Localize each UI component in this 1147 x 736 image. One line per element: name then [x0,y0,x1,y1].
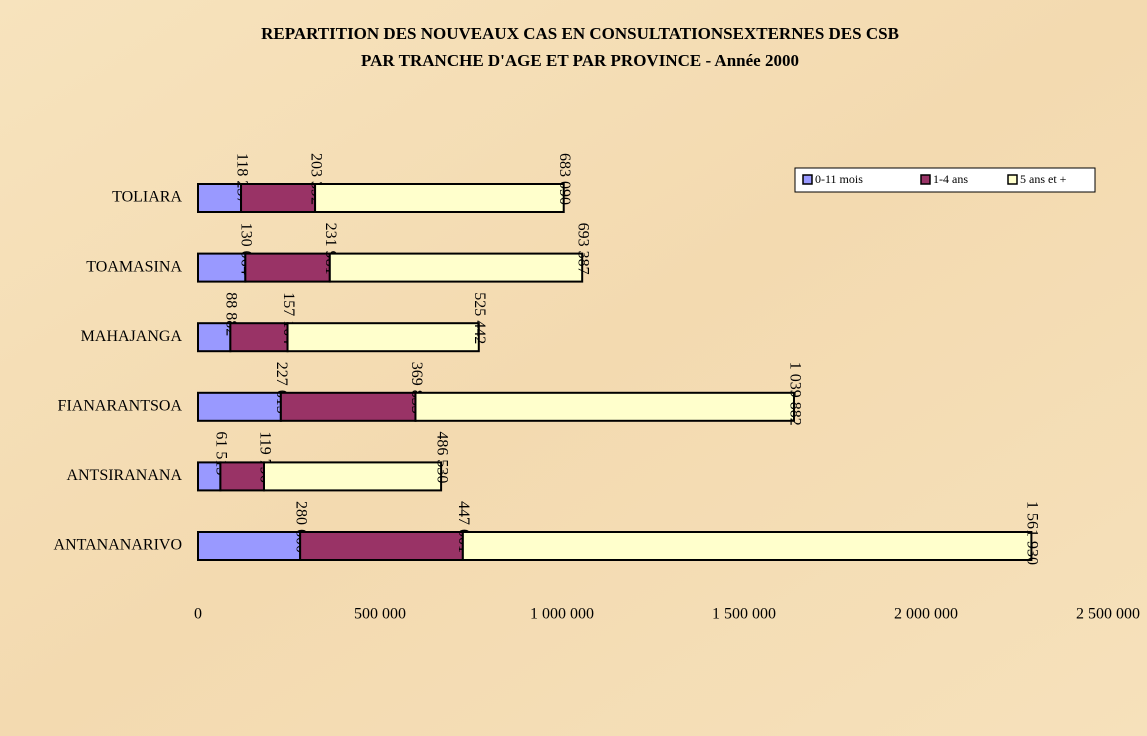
data-label: 525 442 [471,292,488,344]
y-tick-label: ANTANANARIVO [54,537,182,554]
bar-segment [197,531,302,561]
bar-segment [244,252,331,283]
chart-subtitle: PAR TRANCHE D'AGE ET PAR PROVINCE - Anné… [361,51,799,70]
bar-segment [197,252,247,283]
y-tick-label: MAHAJANGA [81,328,183,345]
x-tick-label: 0 [194,606,202,623]
bar-segment [299,531,464,561]
y-tick-label: FIANARANTSOA [58,397,183,414]
y-tick-label: TOAMASINA [86,258,182,275]
bar-segment [414,391,795,422]
data-label: 693 387 [575,223,592,275]
data-label: 683 090 [556,153,573,205]
y-tick-label: ANTSIRANANA [66,467,182,484]
bar-segment [240,183,317,213]
x-tick-label: 1 500 000 [712,606,776,623]
bar-segment [328,252,584,283]
data-label: 486 530 [433,431,450,483]
legend-label: 5 ans et + [1020,172,1067,186]
legend-box [794,167,1096,193]
legend-label: 1-4 ans [933,172,968,186]
bar-segment [461,531,1033,561]
bar-segment [279,391,417,422]
bar-segment [229,322,289,353]
bar-segment [262,461,443,492]
x-tick-label: 2 500 000 [1076,606,1140,623]
legend-swatch [802,174,813,185]
x-tick-label: 500 000 [354,606,406,623]
bar-segment [197,322,232,353]
data-label: 1 039 882 [786,362,803,426]
legend: 0-11 mois 1-4 ans 5 ans et + [794,167,1096,193]
bar-segment [197,183,243,213]
bar-segment [219,461,265,492]
bar-segment [197,391,282,422]
x-tick-label: 2 000 000 [894,606,958,623]
legend-swatch [920,174,931,185]
data-label: 1 561 930 [1024,501,1041,565]
y-tick-label: TOLIARA [112,189,182,206]
chart-title: REPARTITION DES NOUVEAUX CAS EN CONSULTA… [261,24,899,43]
x-tick-label: 1 000 000 [530,606,594,623]
bar-segment [314,183,565,213]
legend-swatch [1007,174,1018,185]
bar-segment [286,322,480,353]
legend-label: 0-11 mois [815,172,863,186]
